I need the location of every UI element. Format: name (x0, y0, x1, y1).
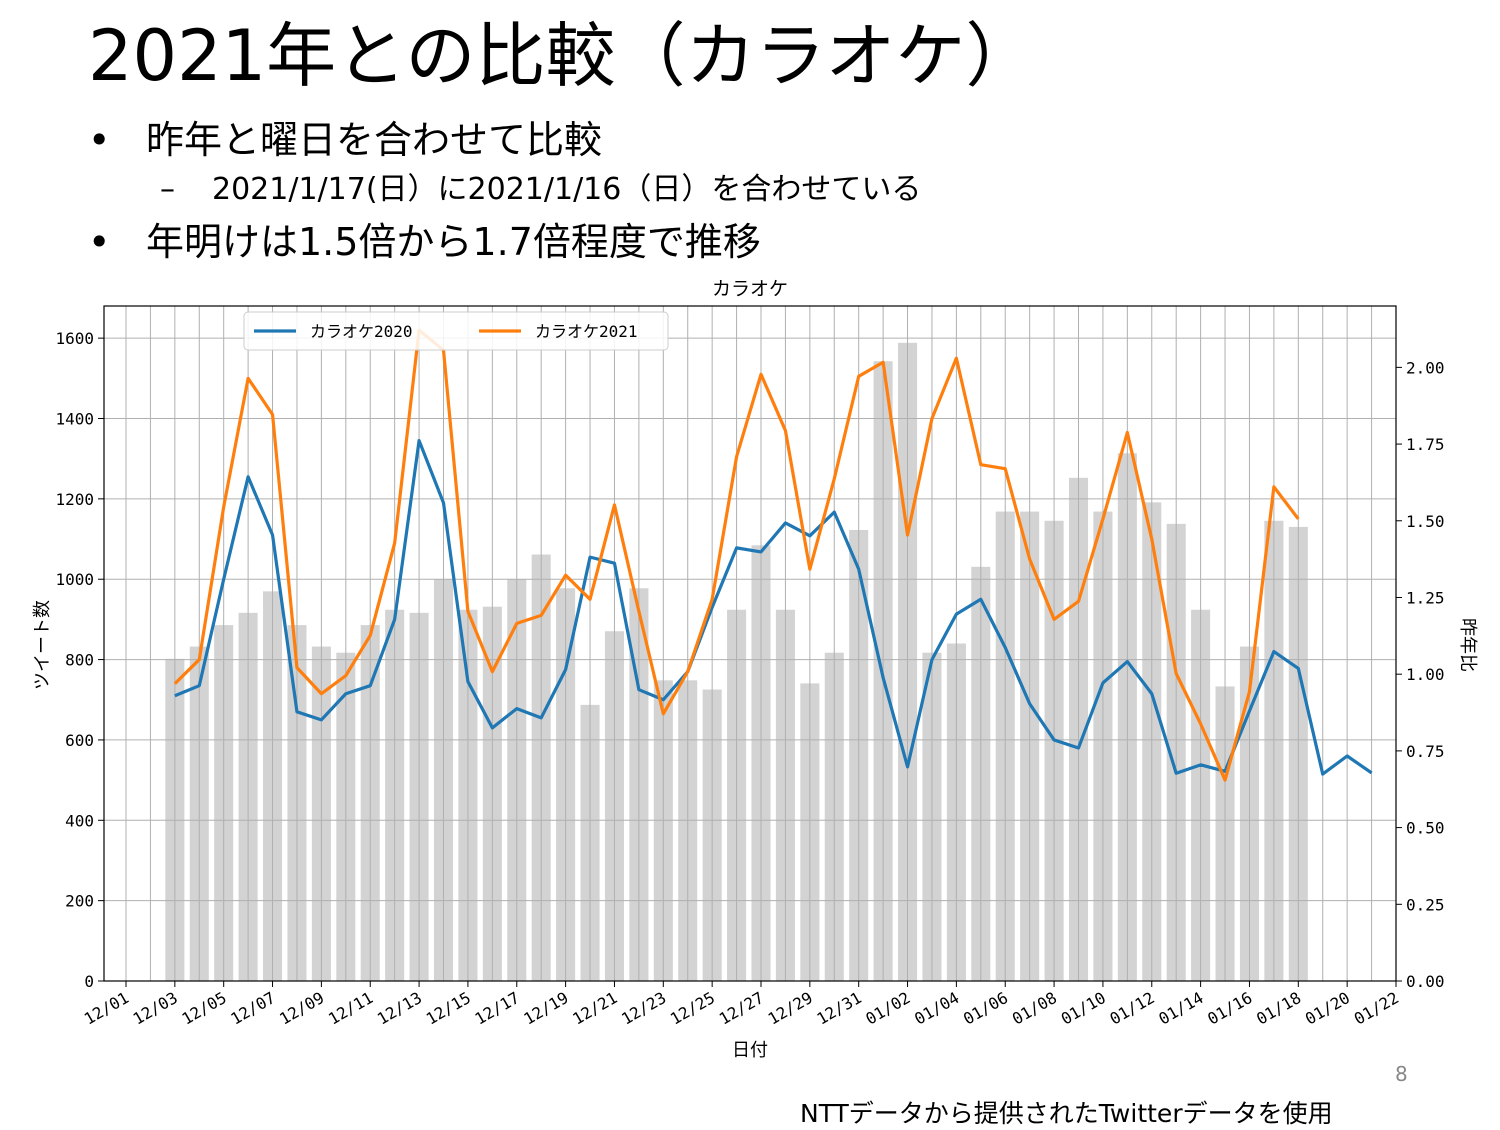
x-tick-label: 01/18 (1253, 988, 1304, 1029)
x-tick-label: 12/13 (374, 988, 425, 1029)
x-tick-label: 12/21 (569, 988, 620, 1029)
y-tick-label: 1000 (55, 570, 94, 589)
y2-tick-label: 2.00 (1406, 358, 1445, 377)
x-tick-label: 01/16 (1204, 988, 1255, 1029)
legend-box (243, 311, 669, 351)
bullet-1: • 昨年と曜日を合わせて比較 (88, 116, 602, 164)
x-tick-label: 12/09 (276, 988, 327, 1029)
y2-tick-label: 0.00 (1406, 972, 1445, 991)
legend-label: カラオケ2020 (310, 322, 413, 341)
x-tick-label: 12/07 (227, 988, 278, 1029)
y-axis-label: ツイート数 (32, 600, 53, 690)
y2-tick-label: 1.00 (1406, 665, 1445, 684)
bullet-text: 2021/1/17(日）に2021/1/16（日）を合わせている (212, 172, 922, 207)
plot-frame (103, 305, 1397, 982)
y-tick-label: 400 (65, 811, 94, 830)
sub-bullet-1: – 2021/1/17(日）に2021/1/16（日）を合わせている (160, 170, 921, 210)
x-tick-label: 01/06 (960, 988, 1011, 1029)
x-tick-label: 01/02 (862, 988, 913, 1029)
y2-tick-label: 1.25 (1406, 588, 1445, 607)
x-tick-label: 12/25 (667, 988, 718, 1029)
bullet-2: • 年明けは1.5倍から1.7倍程度で推移 (88, 218, 761, 266)
x-tick-label: 01/04 (911, 988, 962, 1029)
x-tick-label: 12/17 (472, 988, 523, 1029)
x-tick-label: 01/14 (1155, 988, 1206, 1029)
line-chart: 0 200 400 600 800 1000 1200 1400 1600 0.00 0.25 0.5… (32, 278, 1478, 1061)
page-number: 8 (1395, 1062, 1408, 1086)
bullet-marker: – (160, 172, 175, 207)
chart-title: カラオケ (712, 278, 788, 300)
y2-axis-label: 昨年比 (1457, 618, 1478, 672)
series-line-2020 (174, 438, 1373, 776)
y2-tick-label: 0.75 (1406, 742, 1445, 761)
y2-tick-label: 0.50 (1406, 819, 1445, 838)
x-tick-label: 01/20 (1302, 988, 1353, 1029)
x-tick-label: 12/15 (423, 988, 474, 1029)
y-tick-label: 1600 (55, 329, 94, 348)
x-tick-label: 01/22 (1351, 988, 1402, 1029)
x-tick-label: 12/23 (618, 988, 669, 1029)
x-tick-label: 12/03 (130, 988, 181, 1029)
series-line-2021 (173, 328, 1300, 782)
legend-label: カラオケ2021 (535, 322, 638, 341)
y-tick-label: 200 (65, 892, 94, 911)
x-tick-label: 01/10 (1058, 988, 1109, 1029)
y2-tick-label: 1.75 (1406, 435, 1445, 454)
x-tick-label: 12/27 (716, 988, 767, 1029)
x-tick-label: 01/08 (1009, 988, 1060, 1029)
y2-tick-label: 1.50 (1406, 512, 1445, 531)
bullet-text: 年明けは1.5倍から1.7倍程度で推移 (146, 220, 761, 264)
y-tick-label: 1200 (55, 490, 94, 509)
y-tick-label: 0 (84, 972, 94, 991)
slide-title: 2021年との比較（カラオケ） (88, 15, 1036, 97)
x-tick-label: 12/31 (813, 988, 864, 1029)
x-tick-label: 12/01 (81, 988, 132, 1029)
bullet-text: 昨年と曜日を合わせて比較 (146, 118, 603, 162)
x-tick-label: 01/12 (1107, 988, 1158, 1029)
x-axis-label: 日付 (732, 1040, 768, 1061)
bullet-marker: • (88, 118, 111, 162)
x-tick-label: 12/11 (325, 988, 376, 1029)
x-tick-label: 12/05 (178, 988, 229, 1029)
y-tick-label: 600 (65, 731, 94, 750)
x-tick-label: 12/19 (520, 988, 571, 1029)
bullet-marker: • (88, 220, 111, 264)
footer-credit: NTTデータから提供されたTwitterデータを使用 (800, 1099, 1333, 1128)
y2-tick-label: 0.25 (1406, 895, 1445, 914)
y-tick-label: 1400 (55, 410, 94, 429)
y-tick-label: 800 (65, 651, 94, 670)
x-tick-label: 12/29 (765, 988, 816, 1029)
